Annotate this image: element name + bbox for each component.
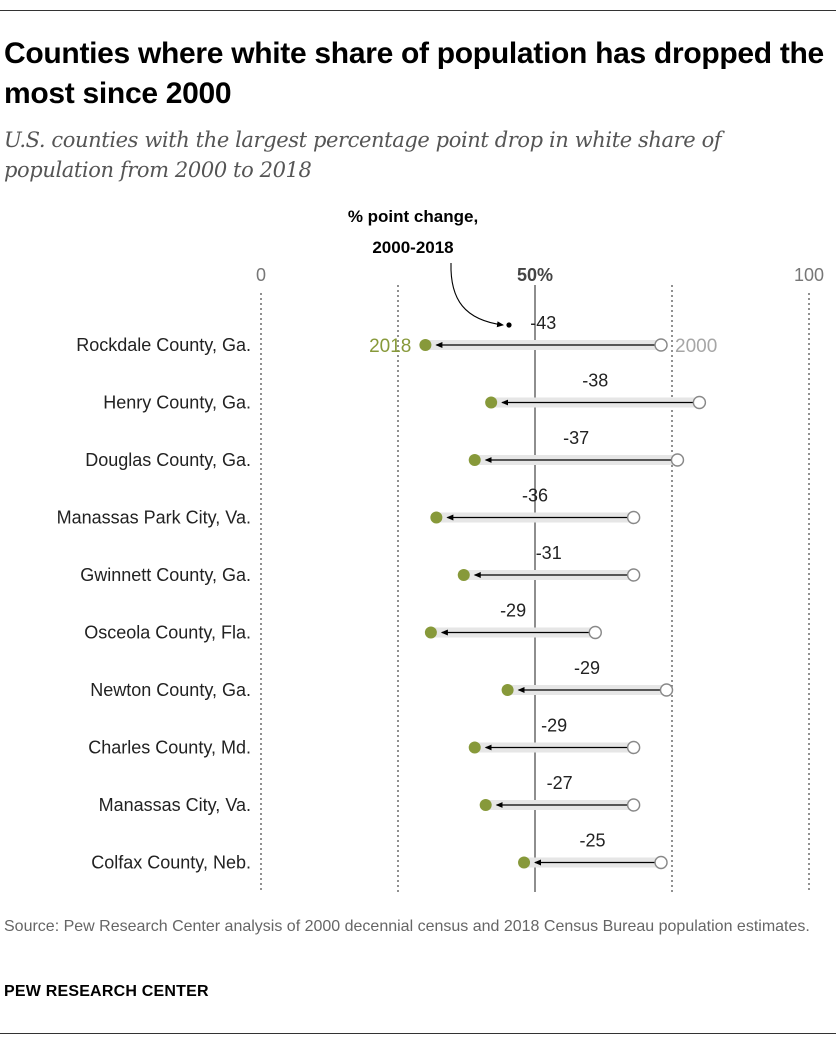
dot-2018 [468, 741, 481, 754]
change-label: -31 [536, 543, 562, 563]
county-label: Douglas County, Ga. [85, 450, 251, 470]
change-label: -36 [522, 486, 548, 506]
dot-2000 [692, 395, 707, 410]
annotation-label-line1: % point change, [348, 207, 478, 226]
dot-2000 [626, 568, 641, 582]
dot-2000 [659, 683, 674, 697]
county-label: Newton County, Ga. [90, 680, 251, 700]
county-label: Charles County, Md. [88, 738, 251, 758]
annotation-arrow [450, 262, 504, 328]
dot-2000 [626, 740, 641, 755]
dot-2000 [626, 798, 641, 812]
county-label: Colfax County, Neb. [91, 853, 251, 873]
dot-2018 [468, 454, 481, 466]
dot-2000 [588, 625, 602, 640]
chart-title: Counties where white share of population… [4, 37, 824, 110]
change-label: -38 [582, 371, 608, 391]
brand-logo-text: PEW RESEARCH CENTER [4, 983, 209, 1000]
top-rule [0, 10, 836, 11]
dot-2000 [654, 338, 668, 352]
legend-label-2018: 2018 [369, 336, 411, 357]
county-label: Manassas City, Va. [99, 795, 251, 815]
annotation-label-line2: 2000-2018 [372, 238, 453, 257]
county-label: Manassas Park City, Va. [57, 508, 251, 528]
county-label: Rockdale County, Ga. [76, 335, 251, 355]
bottom-rule [0, 1033, 836, 1034]
legend-label-2000: 2000 [675, 336, 717, 357]
dot-2018 [457, 569, 470, 581]
dot-2000 [654, 855, 668, 870]
dot-2018 [430, 511, 443, 524]
annotation-dot [506, 322, 512, 328]
county-label: Gwinnett County, Ga. [80, 565, 251, 585]
tick-label-100: 100 [794, 265, 824, 285]
dot-2018 [479, 799, 492, 811]
county-label: Henry County, Ga. [103, 393, 251, 413]
dot-2000 [626, 510, 641, 525]
chart-subtitle: U.S. counties with the largest percentag… [4, 128, 722, 182]
dot-2018 [501, 684, 514, 696]
dot-2018 [518, 856, 531, 869]
tick-label-50: 50% [517, 265, 553, 285]
change-label: -37 [563, 428, 589, 448]
dot-2000 [670, 453, 685, 467]
source-note: Source: Pew Research Center analysis of … [4, 918, 810, 935]
dot-plot: 0 50% 100 % point change, 2000-2018 Rockdale … [57, 207, 824, 892]
tick-label-0: 0 [256, 265, 266, 285]
change-label: -25 [580, 831, 606, 851]
change-label: -29 [500, 601, 526, 621]
change-label: -29 [574, 658, 600, 678]
change-label: -43 [530, 313, 556, 333]
dot-2018 [485, 396, 498, 409]
dot-2018 [424, 626, 437, 639]
county-label: Osceola County, Fla. [84, 623, 251, 643]
change-label: -27 [547, 773, 573, 793]
change-label: -29 [541, 716, 567, 736]
dot-2018 [419, 339, 432, 351]
